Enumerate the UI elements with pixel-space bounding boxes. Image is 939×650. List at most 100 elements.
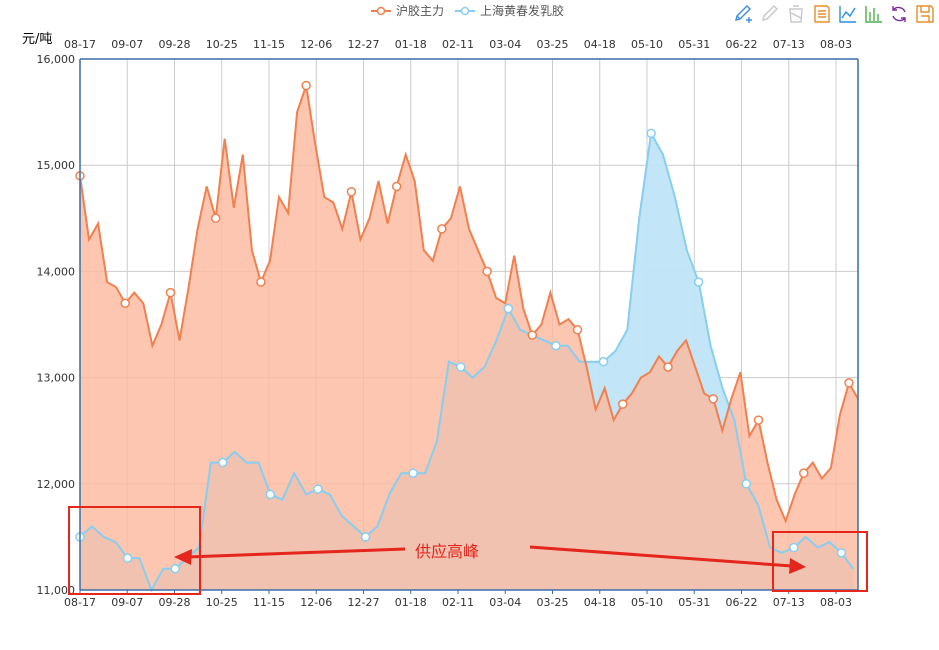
x-tick-label-top: 10-25 — [206, 38, 238, 51]
y-tick-label: 11,000 — [37, 584, 76, 597]
data-point[interactable] — [663, 362, 673, 372]
annotation-arrow-right — [529, 545, 793, 568]
line-shfe-rubber — [79, 85, 859, 524]
annotation-box-right — [772, 531, 868, 592]
area-shfe-rubber — [80, 85, 858, 590]
legend-label-shfe-rubber: 沪胶主力 — [396, 3, 444, 18]
data-point[interactable] — [598, 356, 609, 367]
bar-chart-icon[interactable] — [865, 6, 882, 23]
legend-item-shfe-rubber[interactable]: 沪胶主力 — [371, 3, 444, 18]
y-tick-label: 12,000 — [37, 478, 76, 491]
x-tick-label: 06-22 — [726, 596, 758, 609]
data-point[interactable] — [753, 415, 764, 425]
x-tick-label-top: 01-18 — [395, 38, 427, 51]
data-point[interactable] — [313, 484, 323, 494]
data-point[interactable] — [437, 224, 447, 234]
data-point[interactable] — [551, 340, 561, 351]
x-tick-label: 10-25 — [206, 596, 238, 609]
data-point[interactable] — [618, 399, 628, 409]
data-point[interactable] — [789, 542, 799, 553]
data-point[interactable] — [798, 468, 809, 478]
data-point[interactable] — [120, 298, 130, 309]
data-point[interactable] — [741, 479, 752, 489]
annotation-box-left — [68, 506, 201, 595]
legend-item-latex[interactable]: 上海黄春发乳胶 — [455, 3, 564, 18]
x-tick-label-top: 09-28 — [159, 38, 191, 51]
data-point[interactable] — [646, 128, 656, 139]
x-tick-label-top: 08-03 — [820, 38, 852, 51]
x-tick-label: 08-17 — [64, 596, 96, 609]
data-view-icon[interactable] — [814, 5, 830, 23]
data-point[interactable] — [844, 378, 854, 388]
series-lines — [79, 85, 859, 593]
mark-pen-icon[interactable] — [735, 5, 752, 23]
x-tick-label-top: 05-31 — [678, 38, 710, 51]
x-tick-label: 07-13 — [773, 596, 805, 609]
data-point[interactable] — [836, 548, 847, 558]
x-tick-label-top: 12-06 — [300, 38, 332, 51]
series-markers — [75, 80, 854, 574]
x-tick-label: 03-04 — [489, 596, 521, 609]
x-tick-label-top: 07-13 — [773, 38, 805, 51]
annotation-arrowhead-left — [174, 549, 192, 565]
data-point[interactable] — [218, 457, 228, 468]
data-point[interactable] — [482, 266, 492, 277]
axes: 11,000 12,000 13,000 14,000 15,000 16,000 08-1… — [37, 38, 859, 609]
x-tick-label: 05-10 — [631, 596, 663, 609]
x-tick-label-top: 03-04 — [489, 38, 521, 51]
annotation-arrow-left — [186, 547, 406, 559]
restore-icon[interactable] — [892, 6, 906, 22]
x-tick-label: 08-03 — [820, 596, 852, 609]
x-tick-label-top: 06-22 — [726, 38, 758, 51]
series-areas — [80, 85, 858, 591]
legend[interactable]: 沪胶主力 上海黄春发乳胶 — [371, 3, 564, 18]
data-point[interactable] — [265, 489, 276, 500]
save-image-icon[interactable] — [916, 5, 934, 23]
x-tick-label: 01-18 — [395, 596, 427, 609]
legend-label-latex: 上海黄春发乳胶 — [480, 3, 564, 18]
x-tick-label: 12-06 — [300, 596, 332, 609]
toolbox — [735, 5, 934, 23]
data-point[interactable] — [165, 287, 176, 298]
x-tick-label: 12-27 — [348, 596, 380, 609]
x-tick-label: 02-11 — [442, 596, 474, 609]
line-chart-icon[interactable] — [839, 6, 856, 23]
x-tick-label: 09-28 — [159, 596, 191, 609]
x-tick-label: 09-07 — [111, 596, 143, 609]
x-tick-label-top: 03-25 — [537, 38, 569, 51]
data-point[interactable] — [301, 80, 311, 91]
data-point[interactable] — [256, 277, 266, 287]
y-tick-label: 13,000 — [37, 372, 76, 385]
data-point[interactable] — [360, 532, 371, 542]
data-point[interactable] — [572, 325, 583, 335]
data-point[interactable] — [346, 187, 357, 197]
y-tick-label: 14,000 — [37, 265, 76, 278]
data-point[interactable] — [122, 553, 133, 563]
x-tick-label: 11-15 — [253, 596, 285, 609]
data-point[interactable] — [503, 303, 514, 314]
data-point[interactable] — [391, 181, 402, 192]
x-tick-label-top: 09-07 — [111, 38, 143, 51]
x-tick-label-top: 04-18 — [584, 38, 616, 51]
mark-undo-icon[interactable] — [762, 5, 778, 21]
x-tick-label-top: 12-27 — [348, 38, 380, 51]
data-point[interactable] — [455, 362, 466, 372]
data-point[interactable] — [527, 330, 538, 340]
mark-clear-icon[interactable] — [789, 5, 803, 23]
y-axis-label: 元/吨 — [22, 32, 52, 47]
annotation-arrowhead-right — [789, 558, 806, 574]
y-tick-label: 16,000 — [37, 53, 76, 66]
x-tick-label-top: 05-10 — [631, 38, 663, 51]
data-point[interactable] — [708, 394, 719, 404]
line-latex — [79, 130, 855, 593]
data-point[interactable] — [210, 213, 221, 224]
data-point[interactable] — [693, 277, 704, 287]
y-tick-label: 15,000 — [37, 159, 76, 172]
x-tick-label-top: 02-11 — [442, 38, 474, 51]
data-point[interactable] — [408, 468, 418, 478]
x-tick-label: 04-18 — [584, 596, 616, 609]
x-tick-label-top: 08-17 — [64, 38, 96, 51]
data-point[interactable] — [170, 564, 180, 574]
